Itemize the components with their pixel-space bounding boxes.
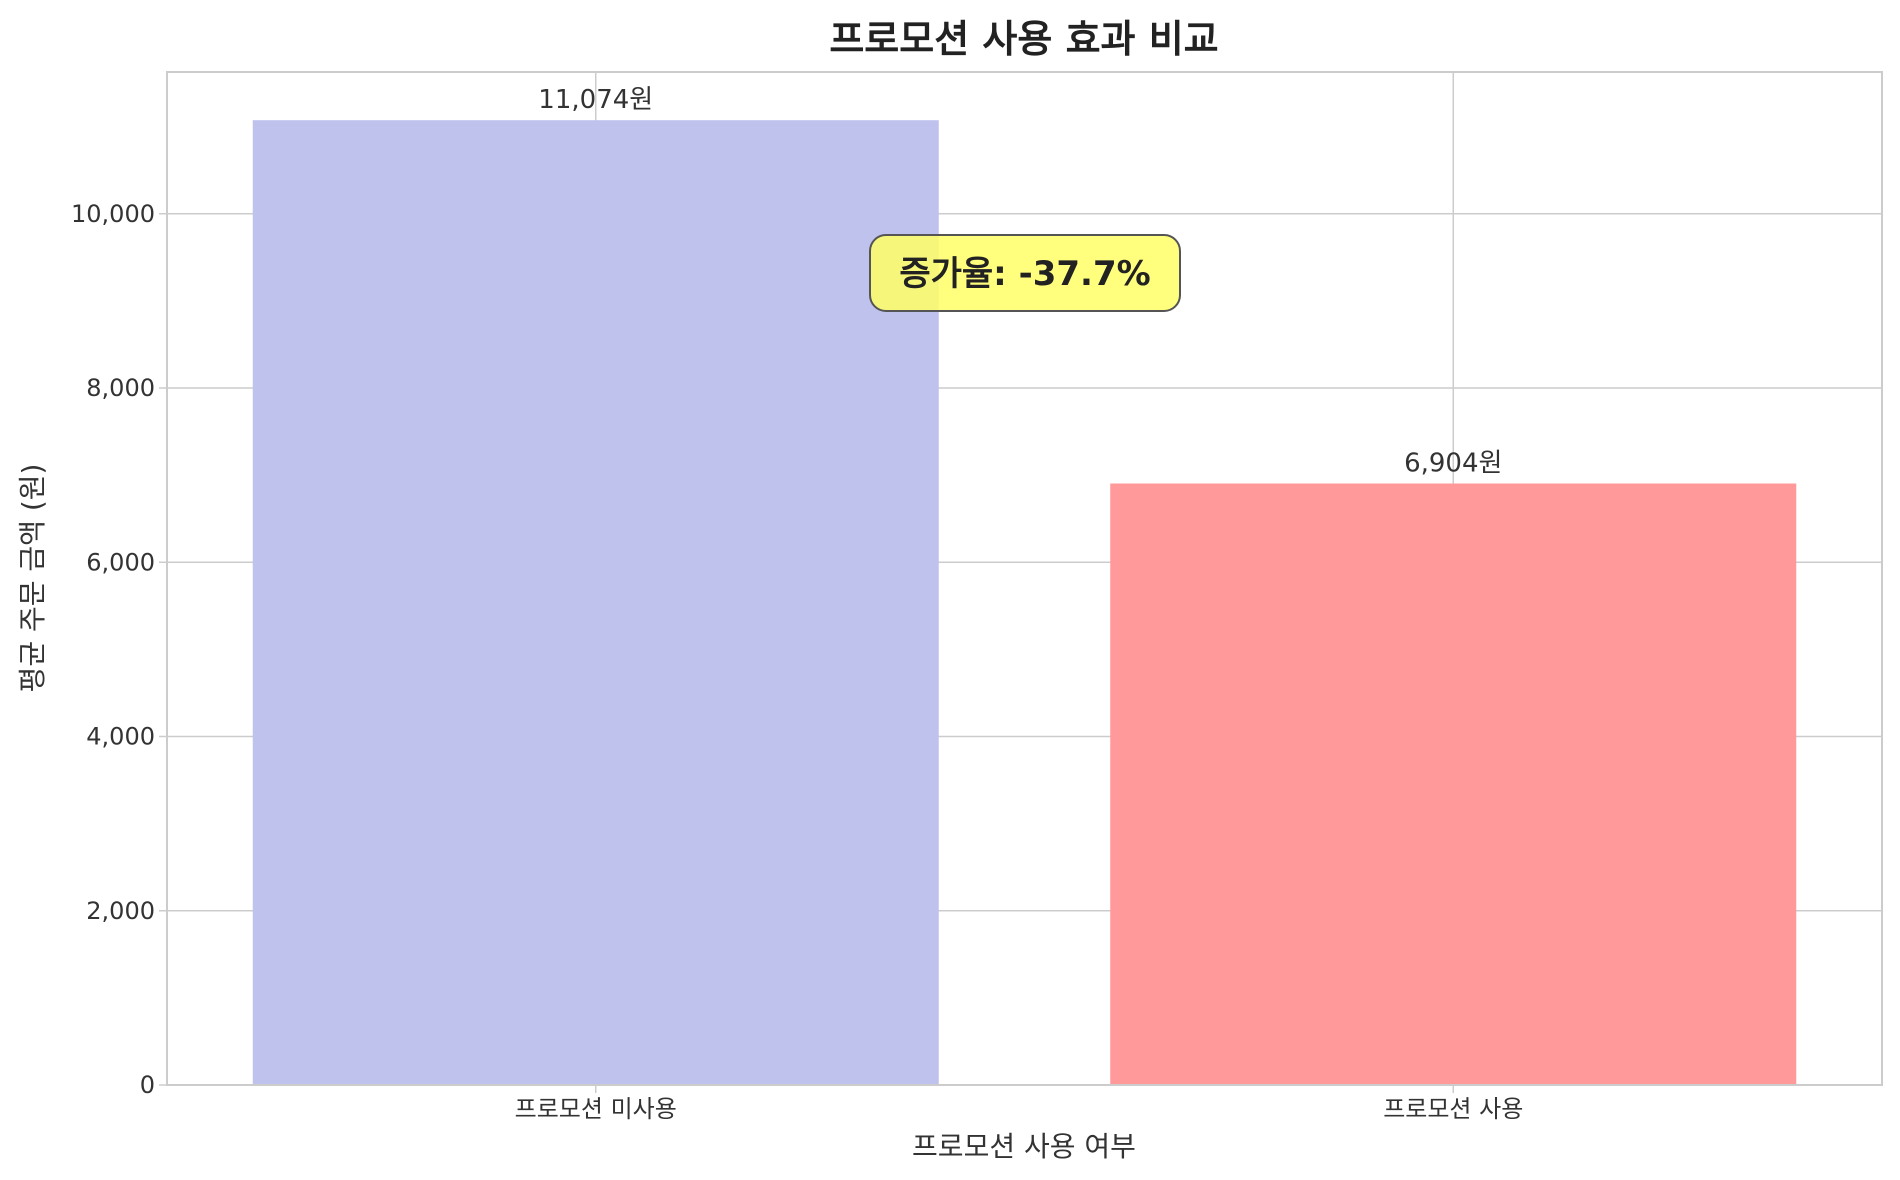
x-axis-label: 프로모션 사용 여부	[912, 1130, 1136, 1163]
bar-2	[1110, 483, 1797, 1085]
y-tick-label: 2,000	[86, 897, 155, 925]
y-tick-label: 8,000	[86, 374, 155, 402]
y-tick-label: 10,000	[71, 200, 155, 228]
annotation-text: 증가율: -37.7%	[899, 254, 1150, 294]
x-tick-label: 프로모션 사용	[1383, 1095, 1523, 1123]
growth-annotation: 증가율: -37.7%	[869, 234, 1181, 312]
x-tick-label: 프로모션 미사용	[515, 1095, 677, 1123]
annotation-box	[869, 234, 1181, 312]
x-axis-ticks: 프로모션 미사용 프로모션 사용	[515, 1085, 1523, 1123]
bar-1	[252, 120, 939, 1086]
chart-title: 프로모션 사용 효과 비교	[829, 17, 1218, 61]
y-axis-label: 평균 주문 금액 (원)	[16, 464, 49, 693]
data-labels: 11,074원 6,904원	[538, 85, 1502, 478]
y-tick-label: 0	[140, 1071, 155, 1099]
bar-value-label: 11,074원	[538, 85, 653, 115]
plot-frame	[166, 71, 1883, 1086]
y-tick-label: 4,000	[86, 723, 155, 751]
bar-value-label: 6,904원	[1404, 448, 1502, 478]
y-tick-label: 6,000	[86, 548, 155, 576]
y-axis-ticks: 0 2,000 4,000 6,000 8,000 10,000	[71, 200, 167, 1099]
bars	[252, 120, 1797, 1086]
